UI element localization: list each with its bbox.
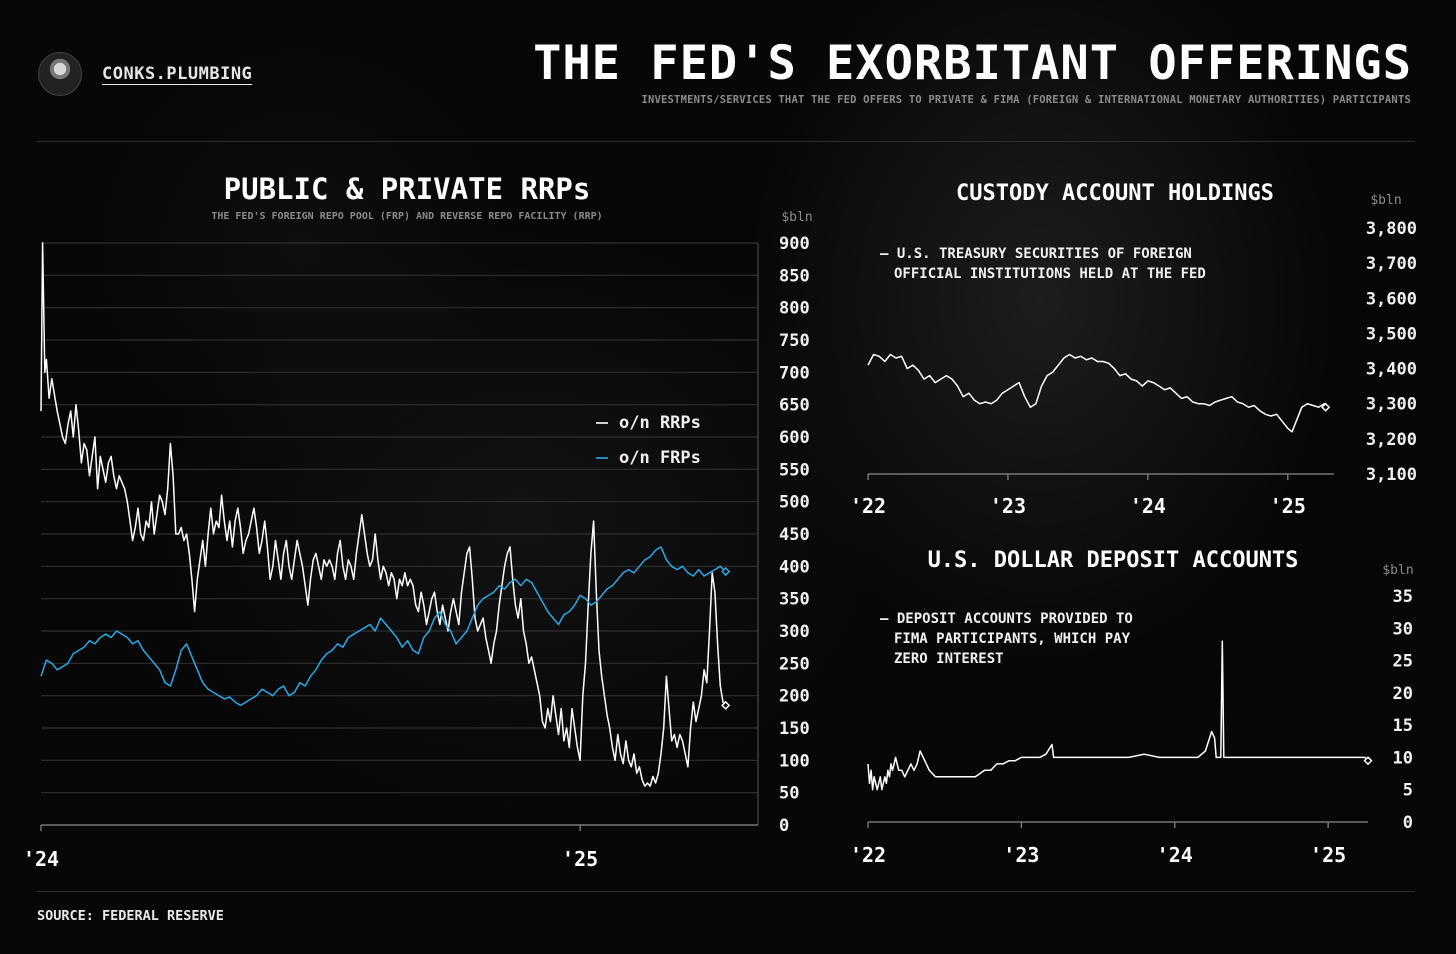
- series-line-1-0: [867, 353, 1327, 433]
- y-tick-label: 10: [1393, 748, 1413, 768]
- y-tick-label: 600: [779, 428, 810, 448]
- legend-label: o/n FRPs: [619, 448, 701, 468]
- annotation-text: OFFICIAL INSTITUTIONS HELD AT THE FED: [894, 266, 1206, 282]
- y-tick-label: 850: [779, 266, 810, 286]
- y-tick-label: 3,400: [1366, 360, 1417, 380]
- chart-title: PUBLIC & PRIVATE RRPs: [224, 172, 591, 206]
- series-line-0-0: [40, 242, 727, 787]
- y-tick-label: 30: [1393, 619, 1413, 639]
- brand-name[interactable]: CONKS.PLUMBING: [102, 64, 253, 84]
- y-tick-label: 400: [779, 557, 810, 577]
- y-tick-label: 300: [779, 622, 810, 642]
- series-line-2-0: [867, 640, 1369, 791]
- x-tick-label: '25: [1310, 843, 1346, 867]
- source-note: SOURCE: FEDERAL RESERVE: [37, 908, 224, 924]
- bottom-divider: [37, 891, 1415, 892]
- page-subtitle: INVESTMENTS/SERVICES THAT THE FED OFFERS…: [641, 94, 1411, 106]
- y-tick-label: 750: [779, 331, 810, 351]
- y-tick-label: 3,700: [1366, 254, 1417, 274]
- y-tick-label: 0: [779, 816, 789, 836]
- y-tick-label: 35: [1393, 587, 1413, 607]
- y-tick-label: 550: [779, 460, 810, 480]
- x-tick-label: '23: [1003, 843, 1039, 867]
- chart-subtitle: THE FED'S FOREIGN REPO POOL (FRP) AND RE…: [211, 211, 602, 222]
- x-tick-label: '23: [990, 494, 1026, 518]
- y-tick-label: 0: [1403, 813, 1413, 833]
- y-tick-label: 3,800: [1366, 219, 1417, 239]
- y-unit-label: $bln: [1382, 563, 1413, 578]
- series-end-marker: [1363, 756, 1373, 766]
- y-tick-label: 3,500: [1366, 324, 1417, 344]
- avatar: [38, 52, 82, 96]
- y-tick-label: 3,100: [1366, 465, 1417, 485]
- x-tick-label: '25: [562, 847, 598, 871]
- brand[interactable]: CONKS.PLUMBING: [38, 52, 252, 96]
- y-tick-label: 200: [779, 687, 810, 707]
- y-unit-label: $bln: [781, 210, 812, 225]
- y-tick-label: 500: [779, 493, 810, 513]
- x-tick-label: '24: [1130, 494, 1166, 518]
- annotation-text: — U.S. TREASURY SECURITIES OF FOREIGN: [880, 246, 1192, 262]
- y-tick-label: 150: [779, 719, 810, 739]
- x-tick-label: '22: [850, 494, 886, 518]
- series-line-0-1: [40, 546, 727, 707]
- y-tick-label: 450: [779, 525, 810, 545]
- y-tick-label: 350: [779, 590, 810, 610]
- y-tick-label: 250: [779, 654, 810, 674]
- x-tick-label: '24: [23, 847, 59, 871]
- page-title: THE FED'S EXORBITANT OFFERINGS: [533, 36, 1412, 91]
- annotation-text: — DEPOSIT ACCOUNTS PROVIDED TO: [880, 611, 1133, 627]
- y-tick-label: 800: [779, 299, 810, 319]
- y-tick-label: 900: [779, 234, 810, 254]
- y-tick-label: 50: [779, 784, 799, 804]
- y-tick-label: 700: [779, 363, 810, 383]
- x-tick-label: '22: [850, 843, 886, 867]
- chart-title: U.S. DOLLAR DEPOSIT ACCOUNTS: [928, 548, 1299, 573]
- x-tick-label: '25: [1270, 494, 1306, 518]
- chart-title: CUSTODY ACCOUNT HOLDINGS: [956, 181, 1274, 206]
- y-tick-label: 3,200: [1366, 430, 1417, 450]
- series-end-marker: [1321, 402, 1331, 412]
- series-end-marker: [721, 566, 731, 577]
- top-divider: [37, 141, 1415, 142]
- annotation-text: FIMA PARTICIPANTS, WHICH PAY: [894, 631, 1131, 647]
- series-end-marker: [721, 700, 731, 710]
- y-tick-label: 15: [1393, 716, 1413, 736]
- y-tick-label: 5: [1403, 781, 1413, 801]
- y-tick-label: 25: [1393, 652, 1413, 672]
- y-tick-label: 3,300: [1366, 395, 1417, 415]
- annotation-text: ZERO INTEREST: [894, 651, 1004, 667]
- y-tick-label: 650: [779, 396, 810, 416]
- y-tick-label: 20: [1393, 684, 1413, 704]
- y-unit-label: $bln: [1370, 193, 1401, 208]
- legend-label: o/n RRPs: [619, 413, 701, 433]
- y-tick-label: 3,600: [1366, 289, 1417, 309]
- y-tick-label: 100: [779, 751, 810, 771]
- x-tick-label: '24: [1157, 843, 1193, 867]
